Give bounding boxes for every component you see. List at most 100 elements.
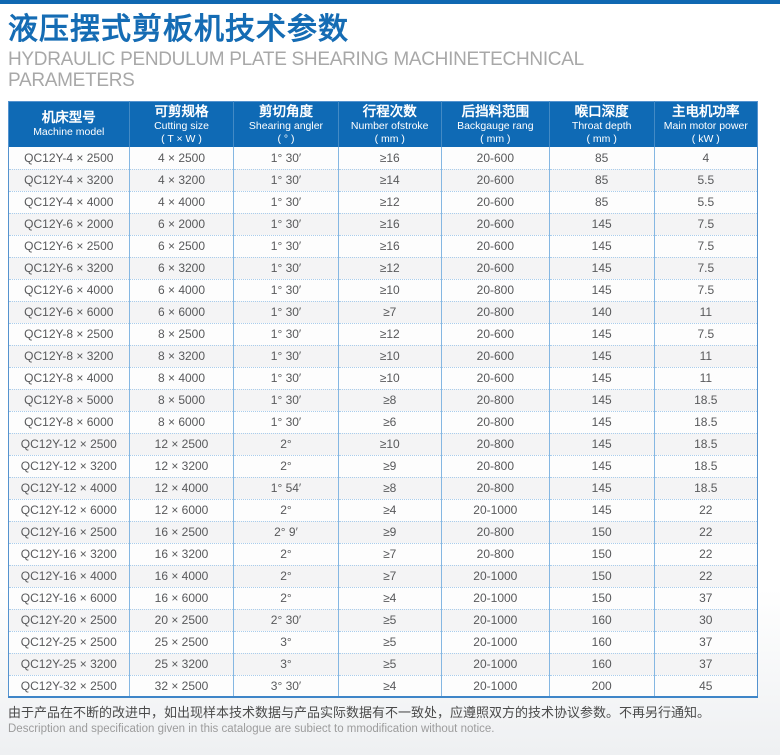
cell: 20-600 [441, 147, 550, 170]
cell: 4 × 4000 [129, 190, 235, 214]
cell: 6 × 2500 [129, 234, 235, 258]
cell: ≥12 [338, 322, 442, 346]
cell: 20 × 2500 [129, 608, 235, 632]
table-row: QC12Y-6 × 3200 6 × 3200 1° 30′ ≥12 20-600 145… [8, 256, 758, 280]
column-header-en: Cutting size [154, 120, 209, 133]
table-row: QC12Y-32 × 2500 32 × 2500 3° 30′ ≥4 20-1000 2… [8, 674, 758, 698]
column-header-en: Number ofstroke [350, 120, 429, 133]
header-row: 机床型号 Machine model 可剪规格 Cutting size( T × W… [8, 101, 758, 148]
table-row: QC12Y-4 × 2500 4 × 2500 1° 30′ ≥16 20-600 85 4 [8, 147, 758, 170]
table-row: QC12Y-4 × 3200 4 × 3200 1° 30′ ≥14 20-600 85 5… [8, 168, 758, 192]
table-row: QC12Y-20 × 2500 20 × 2500 2° 30′ ≥5 20-1000 1… [8, 608, 758, 632]
cell: 25 × 3200 [129, 652, 235, 676]
subtitle-line2: PARAMETERS [8, 70, 135, 92]
table-row: QC12Y-6 × 4000 6 × 4000 1° 30′ ≥10 20-800 145… [8, 278, 758, 302]
cell: QC12Y-12 × 3200 [8, 454, 130, 478]
column-header-unit: ( kW ) [691, 132, 720, 145]
cell: 30 [654, 608, 758, 632]
cell: 37 [654, 586, 758, 610]
cell: ≥10 [338, 366, 442, 390]
cell: 12 × 3200 [129, 454, 235, 478]
cell: QC12Y-16 × 2500 [8, 520, 130, 544]
page-title: 液压摆式剪板机技术参数 [8, 13, 349, 46]
cell: 20-800 [441, 432, 550, 456]
cell: 145 [549, 212, 655, 236]
cell: 1° 30′ [233, 366, 339, 390]
cell: 200 [549, 674, 655, 698]
cell: ≥7 [338, 542, 442, 566]
cell: 20-600 [441, 256, 550, 280]
cell: QC12Y-25 × 3200 [8, 652, 130, 676]
cell: QC12Y-4 × 4000 [8, 190, 130, 214]
cell: 20-600 [441, 168, 550, 192]
cell: 8 × 6000 [129, 410, 235, 434]
cell: 2° [233, 564, 339, 588]
cell: 1° 30′ [233, 410, 339, 434]
cell: 145 [549, 256, 655, 280]
table-row: QC12Y-8 × 5000 8 × 5000 1° 30′ ≥8 20-800 145 1… [8, 388, 758, 412]
cell: 2° [233, 454, 339, 478]
cell: ≥8 [338, 476, 442, 500]
cell: 20-1000 [441, 608, 550, 632]
column-header: 主电机功率 Main motor power( kW ) [654, 101, 758, 148]
cell: 3° [233, 630, 339, 654]
cell: QC12Y-16 × 6000 [8, 586, 130, 610]
cell: 2° [233, 586, 339, 610]
column-header-zh: 主电机功率 [672, 103, 740, 119]
cell: 145 [549, 476, 655, 500]
cell: QC12Y-20 × 2500 [8, 608, 130, 632]
column-header-unit: ( mm ) [374, 132, 405, 145]
catalog-page: 液压摆式剪板机技术参数 HYDRAULIC PENDULUM PLATE SHE… [0, 10, 780, 737]
spec-table-header: 机床型号 Machine model 可剪规格 Cutting size( T × W… [8, 101, 758, 148]
cell: 20-800 [441, 300, 550, 324]
cell: 145 [549, 344, 655, 368]
cell: ≥16 [338, 234, 442, 258]
cell: QC12Y-16 × 3200 [8, 542, 130, 566]
column-header-en: Throat depth [571, 120, 632, 133]
column-header-unit: ( mm ) [586, 132, 617, 145]
subtitle-line1: HYDRAULIC PENDULUM PLATE SHEARING MACHIN… [8, 49, 584, 70]
cell: 1° 30′ [233, 278, 339, 302]
cell: 20-800 [441, 454, 550, 478]
table-row: QC12Y-12 × 6000 12 × 6000 2° ≥4 20-1000 145 22 [8, 498, 758, 522]
column-header-zh: 机床型号 [41, 110, 96, 126]
cell: QC12Y-8 × 3200 [8, 344, 130, 368]
cell: 8 × 3200 [129, 344, 235, 368]
top-accent-bar [0, 0, 780, 4]
cell: ≥4 [338, 498, 442, 522]
cell: 7.5 [654, 256, 758, 280]
cell: 20-600 [441, 366, 550, 390]
column-header-unit: ( mm ) [480, 132, 511, 145]
cell: ≥8 [338, 388, 442, 412]
cell: 145 [549, 366, 655, 390]
cell: 145 [549, 278, 655, 302]
table-row: QC12Y-25 × 3200 25 × 3200 3° ≥5 20-1000 160 37 [8, 652, 758, 676]
cell: 20-600 [441, 322, 550, 346]
cell: 18.5 [654, 432, 758, 456]
column-header-en: Shearing angler [248, 120, 324, 133]
cell: QC12Y-6 × 6000 [8, 300, 130, 324]
cell: 1° 30′ [233, 212, 339, 236]
cell: QC12Y-6 × 3200 [8, 256, 130, 280]
cell: ≥10 [338, 278, 442, 302]
cell: 2° 30′ [233, 608, 339, 632]
table-row: QC12Y-8 × 2500 8 × 2500 1° 30′ ≥12 20-600 145… [8, 322, 758, 346]
cell: QC12Y-8 × 5000 [8, 388, 130, 412]
cell: 150 [549, 520, 655, 544]
cell: 8 × 2500 [129, 322, 235, 346]
cell: ≥7 [338, 564, 442, 588]
footer-note-zh: 由于产品在不断的改进中，如出现样本技术数据与产品实际数据有不一致处，应遵照双方的… [8, 705, 711, 721]
cell: QC12Y-12 × 6000 [8, 498, 130, 522]
table-row: QC12Y-12 × 2500 12 × 2500 2° ≥10 20-800 145 18… [8, 432, 758, 456]
table-row: QC12Y-12 × 3200 12 × 3200 2° ≥9 20-800 145 18.… [8, 454, 758, 478]
spec-table-body: QC12Y-4 × 2500 4 × 2500 1° 30′ ≥16 20-600 85 4… [8, 147, 758, 698]
cell: QC12Y-12 × 2500 [8, 432, 130, 456]
cell: 16 × 6000 [129, 586, 235, 610]
table-row: QC12Y-6 × 2000 6 × 2000 1° 30′ ≥16 20-600 145… [8, 212, 758, 236]
cell: 3° 30′ [233, 674, 339, 698]
cell: QC12Y-8 × 6000 [8, 410, 130, 434]
cell: 160 [549, 608, 655, 632]
table-row: QC12Y-4 × 4000 4 × 4000 1° 30′ ≥12 20-600 85 5… [8, 190, 758, 214]
cell: ≥14 [338, 168, 442, 192]
cell: ≥10 [338, 344, 442, 368]
